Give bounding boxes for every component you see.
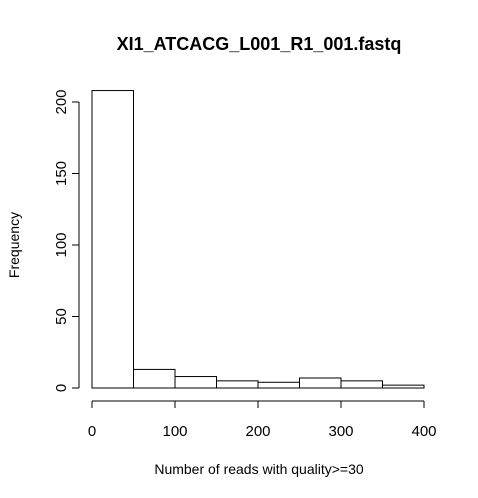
y-axis: 0 50 100 150 200 xyxy=(53,89,80,392)
y-tick-label-100: 100 xyxy=(53,232,70,257)
bars-group xyxy=(91,90,425,389)
histogram-bar-4 xyxy=(257,381,300,389)
y-tick-label-50: 50 xyxy=(53,308,70,325)
chart-title: XI1_ATCACG_L001_R1_001.fastq xyxy=(117,34,402,54)
histogram-bar-2 xyxy=(174,376,217,389)
x-tick-label-300: 300 xyxy=(328,423,353,440)
y-axis-label: Frequency xyxy=(6,212,22,278)
x-axis-label: Number of reads with quality>=30 xyxy=(154,461,364,477)
x-axis: 0 100 200 300 400 xyxy=(88,400,437,440)
histogram-bar-7 xyxy=(382,384,425,389)
histogram-bar-3 xyxy=(216,380,259,389)
x-tick-label-0: 0 xyxy=(88,423,96,440)
y-tick-label-0: 0 xyxy=(53,384,70,392)
x-tick-label-200: 200 xyxy=(245,423,270,440)
histogram-bar-0 xyxy=(91,90,134,389)
y-tick-label-150: 150 xyxy=(53,161,70,186)
histogram-bar-6 xyxy=(340,380,383,389)
histogram-bar-1 xyxy=(133,368,176,389)
y-tick-label-200: 200 xyxy=(53,89,70,114)
histogram-bar-5 xyxy=(299,377,342,389)
x-tick-label-100: 100 xyxy=(162,423,187,440)
x-tick-label-400: 400 xyxy=(411,423,436,440)
